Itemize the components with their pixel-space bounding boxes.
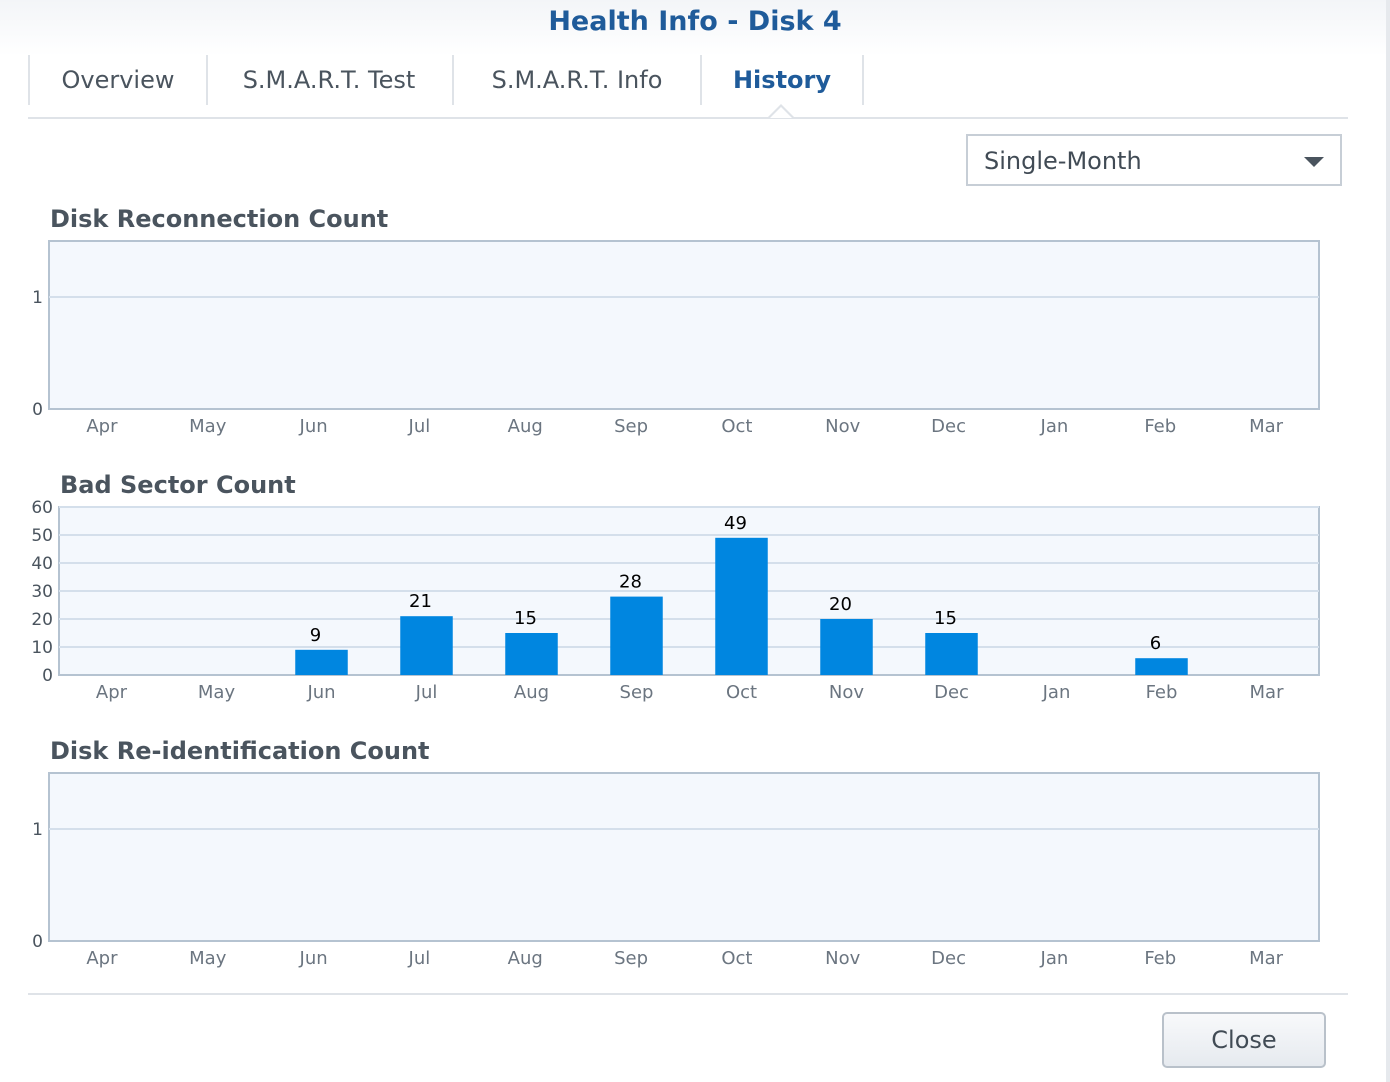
period-select[interactable]: Single-Month (966, 134, 1342, 186)
tab-overview[interactable]: Overview (28, 55, 208, 105)
y-tick-label: 20 (31, 610, 53, 630)
x-tick-label: Mar (1250, 682, 1285, 703)
x-tick-label: Apr (86, 416, 118, 437)
data-label: 15 (934, 608, 957, 629)
x-tick-label: Aug (514, 682, 549, 703)
plot-area (48, 240, 1320, 410)
y-tick-label: 10 (31, 638, 53, 658)
window-edge (1386, 0, 1390, 1082)
x-tick-label: Oct (721, 416, 752, 437)
x-tick-label: Mar (1249, 416, 1284, 437)
x-tick-label: Oct (721, 948, 752, 969)
x-tick-label: Feb (1146, 682, 1178, 703)
data-label: 20 (829, 594, 852, 615)
x-tick-label: Sep (620, 682, 654, 703)
x-tick-label: Jan (1040, 416, 1069, 437)
bar (400, 616, 453, 675)
x-tick-label: Nov (825, 416, 860, 437)
chevron-down-icon[interactable] (1304, 157, 1324, 167)
tab-history[interactable]: History (702, 55, 864, 105)
x-tick-label: Jan (1042, 682, 1071, 703)
x-tick-label: Feb (1144, 948, 1176, 969)
tab-bar: Overview S.M.A.R.T. Test S.M.A.R.T. Info… (28, 55, 1348, 119)
x-tick-label: Dec (931, 416, 966, 437)
window-title: Health Info - Disk 4 (548, 6, 842, 37)
x-tick-label: Jan (1040, 948, 1069, 969)
x-tick-label: Jul (408, 416, 431, 437)
y-tick-label: 1 (32, 820, 43, 840)
x-tick-label: Oct (726, 682, 757, 703)
x-tick-label: Apr (86, 948, 118, 969)
x-tick-label: May (189, 416, 227, 437)
close-button[interactable]: Close (1162, 1012, 1326, 1068)
x-tick-label: Jul (415, 682, 438, 703)
data-label: 28 (619, 572, 642, 593)
data-label: 15 (514, 608, 537, 629)
x-tick-label: Apr (96, 682, 128, 703)
tab-smart-info[interactable]: S.M.A.R.T. Info (454, 55, 702, 105)
y-tick-label: 30 (31, 582, 53, 602)
x-tick-label: Nov (829, 682, 864, 703)
period-select-value: Single-Month (984, 147, 1142, 175)
bar (295, 649, 348, 675)
bar (1135, 658, 1188, 675)
x-tick-label: May (189, 948, 227, 969)
title-bar: Health Info - Disk 4 (0, 0, 1390, 56)
bad-sector-count-chart: 0 10 20 30 40 50 60 Apr May Jun 9 Jul 21 Aug 15 Sep 28 Oc… (31, 498, 1320, 703)
data-label: 49 (724, 513, 747, 534)
y-tick-label: 40 (31, 554, 53, 574)
data-label: 6 (1150, 633, 1161, 654)
x-tick-label: Dec (934, 682, 969, 703)
x-tick-label: Aug (508, 948, 543, 969)
x-tick-label: Jun (299, 948, 328, 969)
y-tick-label: 1 (32, 288, 43, 308)
tab-smart-test[interactable]: S.M.A.R.T. Test (206, 55, 454, 105)
x-tick-label: Nov (825, 948, 860, 969)
plot-area (48, 772, 1320, 942)
footer-divider (28, 993, 1348, 995)
y-tick-label: 60 (31, 498, 53, 518)
x-tick-label: Sep (614, 416, 648, 437)
x-tick-label: Jun (306, 682, 335, 703)
x-tick-label: Aug (508, 416, 543, 437)
bar (505, 633, 558, 675)
y-tick-label: 50 (31, 526, 53, 546)
bar (610, 596, 663, 675)
chart-title-reconnection: Disk Reconnection Count (50, 205, 389, 233)
y-tick-label: 0 (42, 666, 53, 686)
chart-title-bad-sector: Bad Sector Count (60, 471, 296, 499)
bar (715, 537, 768, 675)
y-tick-label: 0 (32, 400, 43, 420)
bar (925, 633, 978, 675)
bar (820, 619, 873, 675)
active-tab-pointer (768, 104, 794, 118)
data-label: 9 (310, 625, 321, 646)
x-tick-label: Dec (931, 948, 966, 969)
chart-title-reidentification: Disk Re-identification Count (50, 737, 430, 765)
reconnection-count-chart: 0 1 Apr May Jun Jul Aug Sep Oct Nov Dec Jan Feb Mar (32, 240, 1320, 437)
x-tick-label: Mar (1249, 948, 1284, 969)
reidentification-count-chart: 0 1 Apr May Jun Jul Aug Sep Oct Nov Dec Jan Feb Mar (32, 772, 1320, 969)
y-tick-label: 0 (32, 932, 43, 952)
x-tick-label: Feb (1144, 416, 1176, 437)
x-tick-label: Jun (299, 416, 328, 437)
x-tick-label: Jul (408, 948, 431, 969)
x-tick-label: May (198, 682, 236, 703)
data-label: 21 (409, 591, 432, 612)
x-tick-label: Sep (614, 948, 648, 969)
